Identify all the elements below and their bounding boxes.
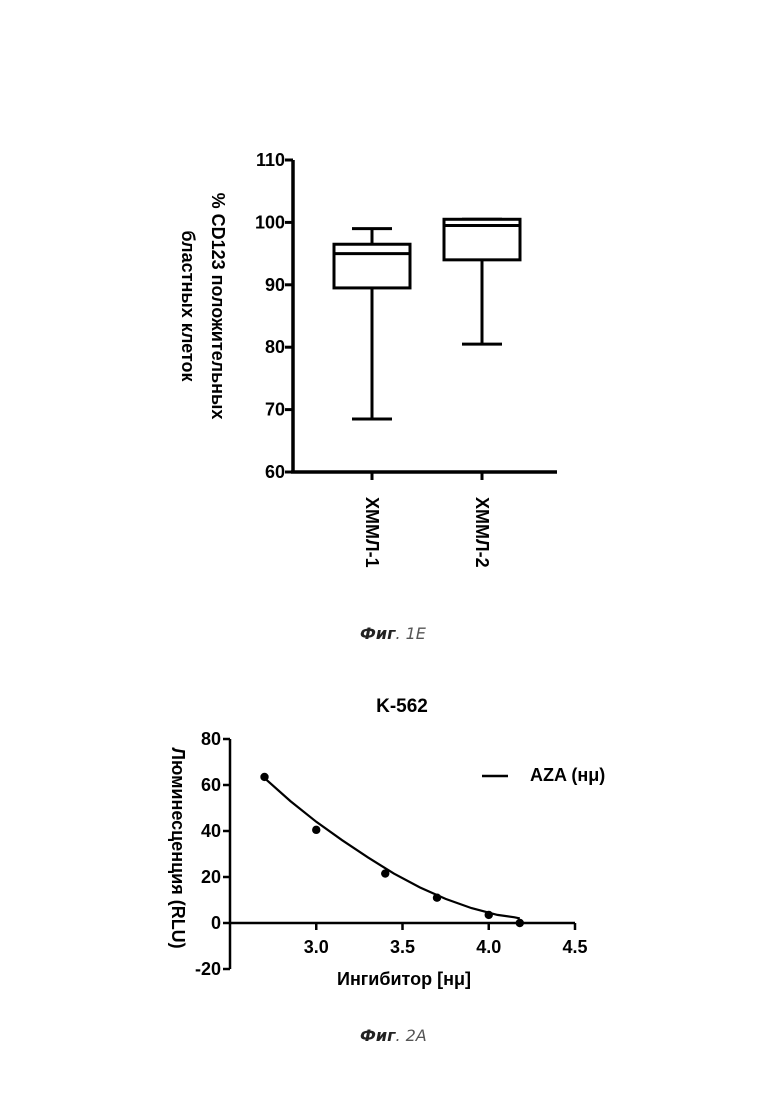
y-tick-label: 0 [211,913,221,933]
chart-title: K-562 [376,696,428,717]
data-point [485,911,493,919]
data-point [516,919,524,927]
caption-bold: Фиг [360,1026,395,1045]
caption-bold: Фиг [360,624,395,643]
y-tick-label: 110 [256,150,285,170]
y-axis-label: Люминесценция (RLU) [168,747,188,948]
data-point [433,894,441,902]
legend-label: AZA (нμ) [530,765,605,785]
fit-curve [265,778,520,918]
figure-1e-caption: Фиг. 1E [360,624,426,643]
x-tick-label: 3.5 [390,937,415,957]
caption-text: . 1E [395,624,425,643]
x-tick-label: 4.0 [476,937,501,957]
y-tick-label: 70 [265,400,285,420]
x-axis-label: Ингибитор [нμ] [337,969,471,989]
x-tick-label: ХММЛ-2 [472,497,492,568]
scatter-chart: K-562 -200204060803.03.54.04.5 AZA (нμ) … [0,680,780,1080]
y-axis-label-line1: % CD123 положительных [208,193,228,420]
data-point [312,826,320,834]
y-tick-label: 60 [201,775,221,795]
caption-text: . 2A [395,1026,426,1045]
y-tick-label: 80 [201,729,221,749]
y-tick-label: 20 [201,867,221,887]
y-tick-label: 60 [265,462,285,482]
y-tick-label: 40 [201,821,221,841]
y-tick-label: 100 [255,212,285,232]
box-iqr [334,244,410,288]
y-tick-label: 80 [265,337,285,357]
data-point [381,869,389,877]
data-point [260,773,268,781]
y-tick-label: 90 [265,275,285,295]
y-axis-label-line2: бластных клеток [178,231,198,383]
x-tick-label: ХММЛ-1 [362,497,382,568]
x-tick-label: 3.0 [304,937,329,957]
box-plot-chart: 60 70 80 90 100 110 ХММЛ-1 ХММЛ-2 % CD123 полож… [0,0,780,640]
y-tick-label: -20 [195,959,221,979]
x-tick-label: 4.5 [562,937,587,957]
figure-2a-caption: Фиг. 2A [360,1026,427,1045]
